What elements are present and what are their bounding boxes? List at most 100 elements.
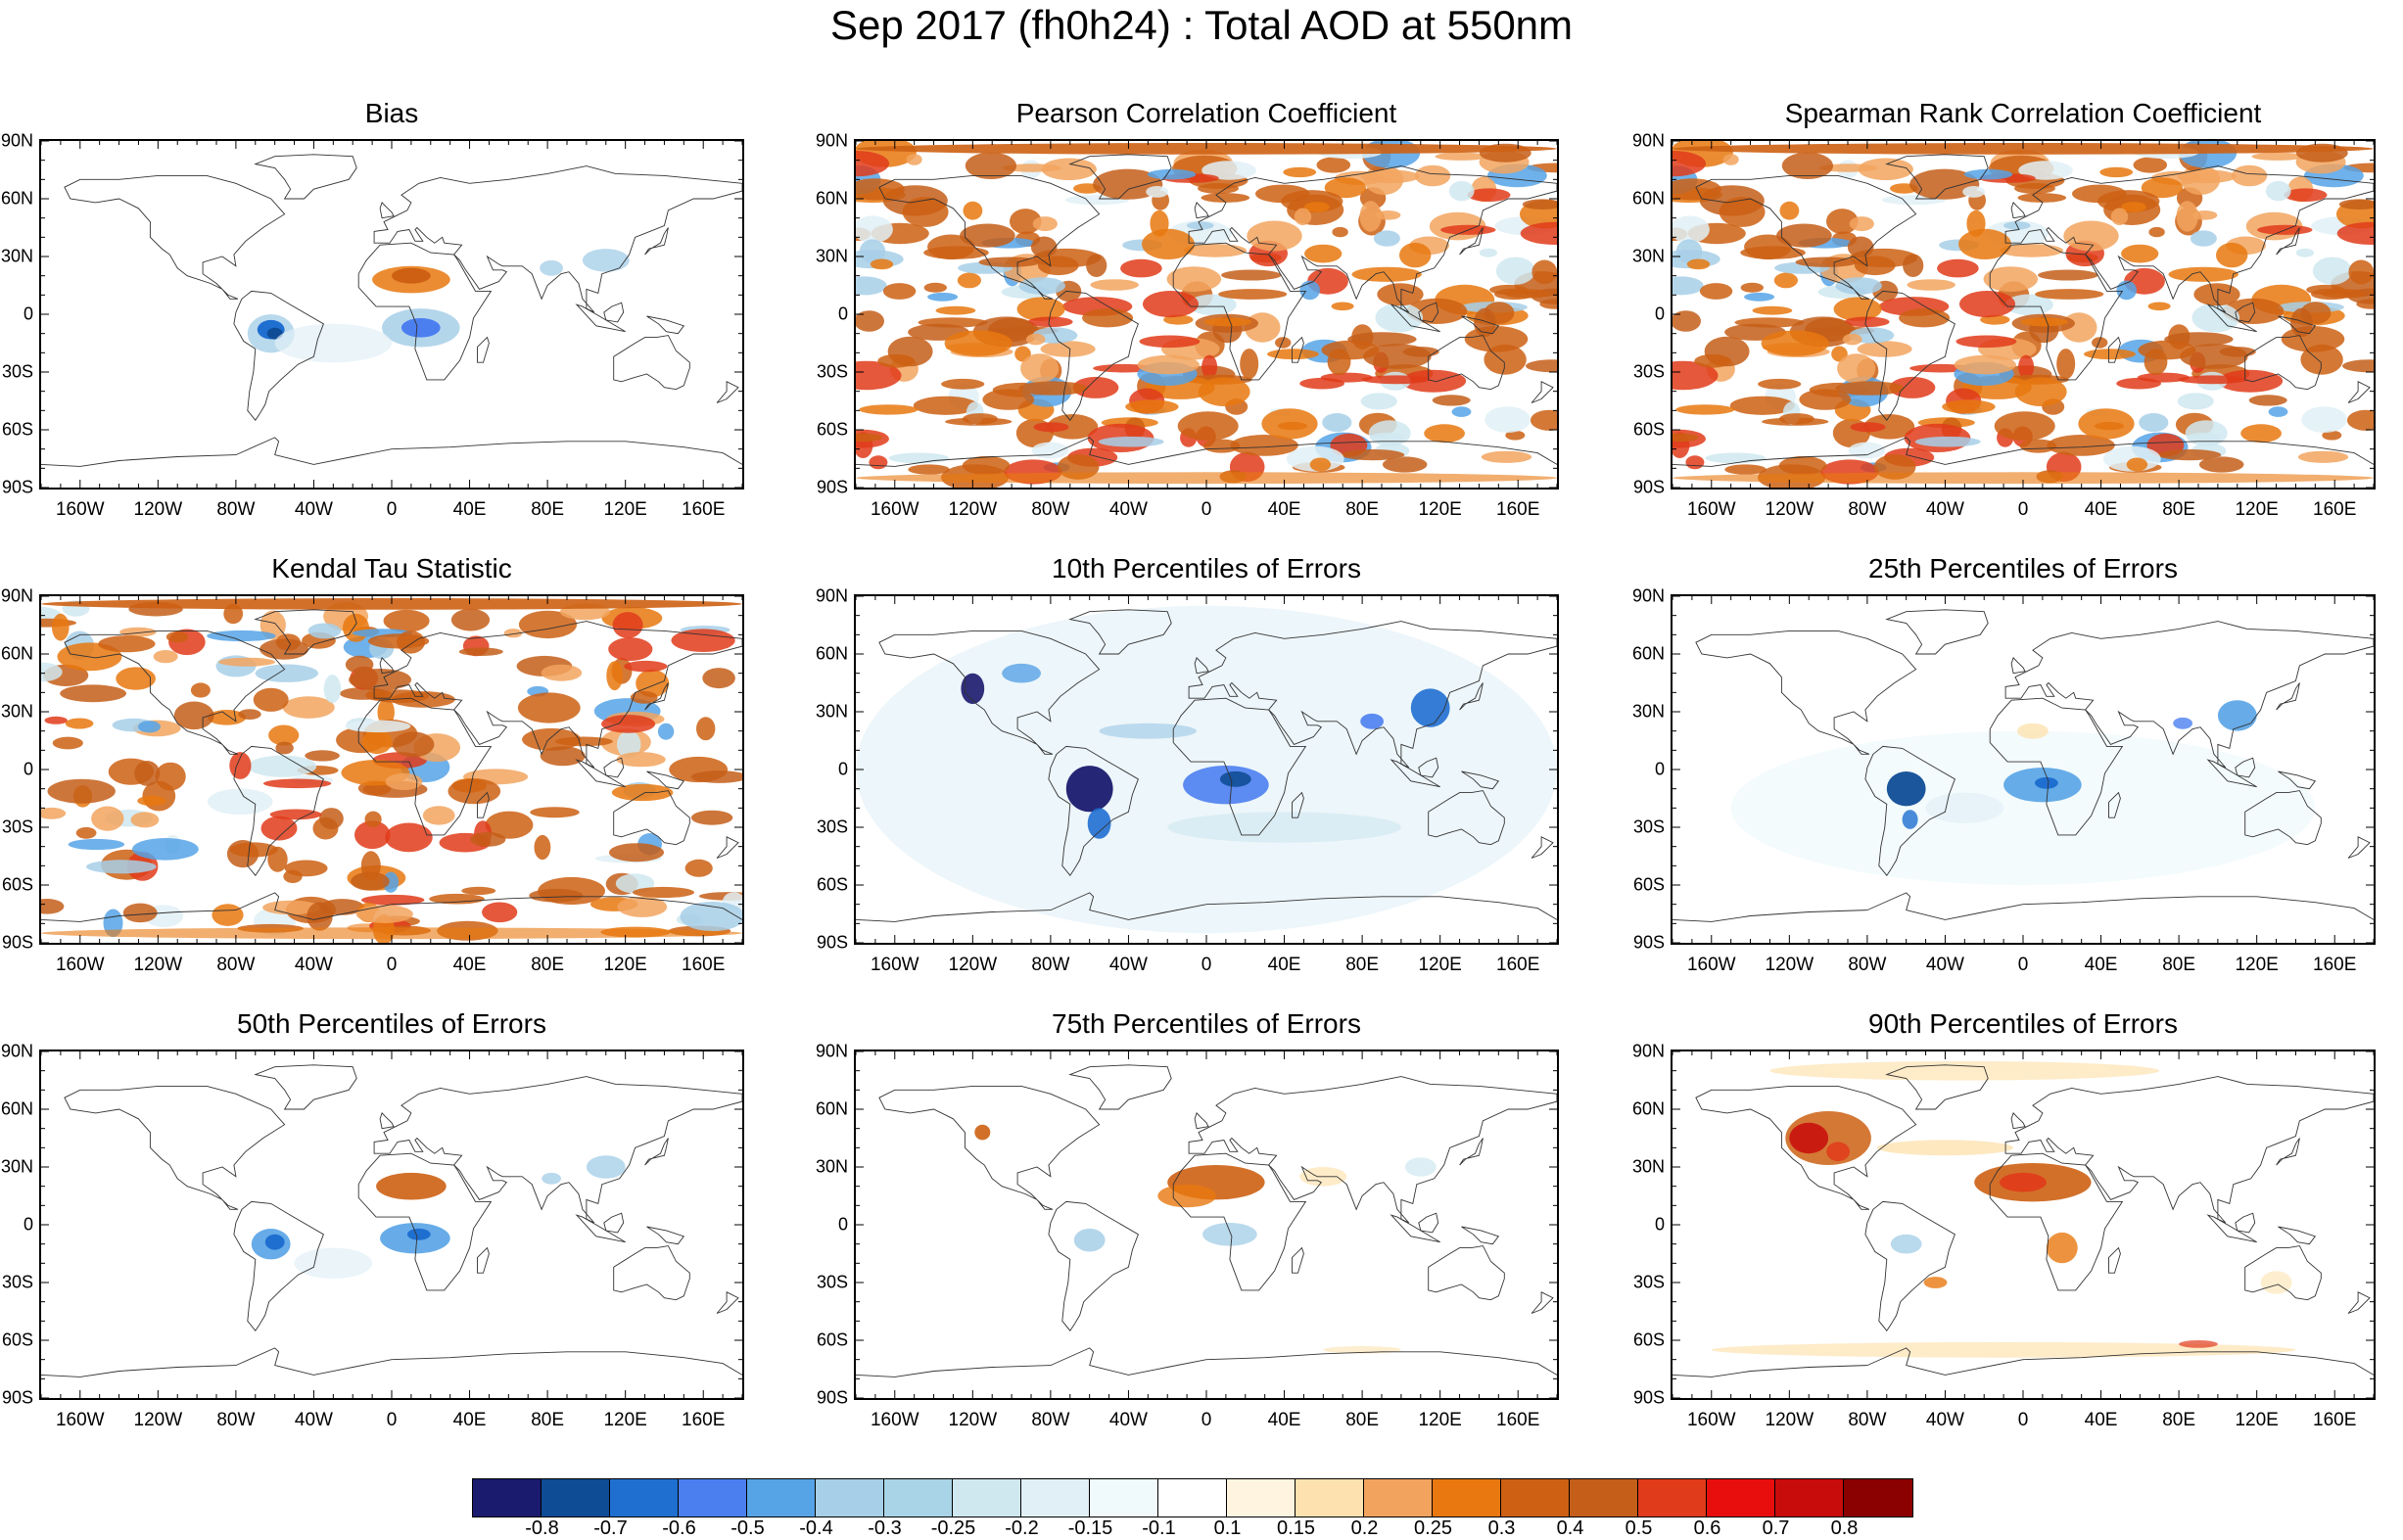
field-patch — [2116, 280, 2137, 301]
field-patch — [1902, 810, 1918, 829]
lon-tick-label: 160E — [2313, 499, 2357, 520]
field-patch — [2311, 288, 2352, 301]
field-patch — [383, 609, 430, 632]
ticks — [1673, 1051, 2374, 1398]
field-patch — [2312, 257, 2352, 285]
lon-tick-label: 0 — [386, 955, 398, 975]
coastline-greenland — [1885, 1064, 1989, 1110]
field-patch — [2295, 248, 2314, 257]
lon-tick-label: 160W — [55, 955, 105, 975]
field-patch — [1673, 215, 1710, 244]
field-patch — [1167, 812, 1401, 843]
lat-tick-label: 0 — [1654, 303, 1665, 324]
lat-tick-label: 30N — [0, 701, 33, 722]
colorbar-label: -0.25 — [930, 1517, 976, 1539]
field-patch — [2137, 372, 2190, 383]
lat-tick-label: 60N — [1631, 643, 1665, 664]
lon-tick-label: 160W — [55, 499, 105, 520]
field-patch — [132, 838, 199, 861]
field-patch — [355, 905, 413, 923]
field-patch — [2110, 208, 2129, 226]
coastline-nz — [716, 381, 739, 403]
field-patch — [1093, 168, 1163, 200]
field-patch — [323, 675, 342, 704]
field-patch — [1219, 770, 1251, 787]
colorbar-swatch — [1433, 1479, 1501, 1517]
coastline-japan — [2276, 227, 2300, 256]
colorbar-swatch — [610, 1479, 679, 1517]
field-patch — [1147, 168, 1197, 180]
lon-tick-label: 120E — [603, 1410, 647, 1430]
coastline-indonesia — [575, 303, 626, 333]
lon-tick-label: 80E — [531, 1410, 565, 1430]
field-patch — [2014, 377, 2067, 406]
field-patch — [1202, 1223, 1257, 1246]
field-patch — [1937, 258, 1979, 278]
field-patch — [351, 871, 390, 891]
coastline-madagascar — [477, 791, 490, 818]
map-svg — [1673, 1051, 2374, 1398]
field-patch — [612, 612, 643, 638]
field-patch — [1773, 272, 1798, 289]
coastline-uk — [379, 202, 395, 219]
coastline-madagascar — [1292, 1246, 1304, 1274]
lon-tick-label: 160E — [2313, 1410, 2357, 1430]
colorbar-swatch — [1158, 1479, 1227, 1517]
coastline-na — [64, 630, 286, 755]
coastline-antarctica — [856, 1347, 1557, 1377]
ticks — [856, 141, 1557, 488]
field-patch — [343, 613, 369, 642]
coastline-australia — [613, 1245, 690, 1301]
field-patch — [282, 696, 335, 719]
lat-tick-label: 60S — [816, 1330, 848, 1350]
coastline-africa — [357, 242, 493, 381]
coastline-na — [878, 630, 1101, 755]
coastlines — [856, 609, 1557, 922]
lon-tick-label: 160W — [1686, 955, 1736, 975]
field-patch — [1495, 257, 1535, 285]
colorbar-swatch — [1090, 1479, 1158, 1517]
coastline-eurasia — [373, 621, 742, 769]
lat-tick-label: 90N — [1631, 130, 1665, 151]
field-patch — [1309, 457, 1332, 472]
lat-tick-label: 90N — [815, 130, 848, 151]
field-patch — [1221, 269, 1282, 281]
field-patch — [376, 1172, 447, 1200]
lat-tick-label: 90N — [1631, 1041, 1665, 1061]
coastline-nz — [1531, 1291, 1554, 1314]
coastline-borneo — [2235, 302, 2256, 323]
field-patch — [2191, 210, 2218, 220]
field-patch — [448, 778, 501, 805]
field-patch — [1826, 209, 1859, 235]
data-field — [251, 1155, 626, 1279]
lon-tick-label: 120W — [1765, 499, 1814, 520]
lon-tick-label: 40E — [1267, 1410, 1301, 1430]
field-patch — [1002, 663, 1041, 683]
field-patch — [1675, 404, 1735, 415]
coastline-indonesia — [1390, 1214, 1440, 1243]
lat-tick-label: 30S — [1, 361, 33, 382]
colorbar — [472, 1478, 1913, 1517]
field-patch — [1027, 316, 1073, 328]
colorbar-label: 0.25 — [1414, 1517, 1452, 1539]
field-patch — [2336, 221, 2374, 245]
panel-title: Pearson Correlation Coefficient — [1015, 98, 1397, 128]
coastline-na — [878, 1085, 1101, 1210]
field-patch — [1724, 464, 1767, 475]
lat-tick-label: 30S — [816, 361, 848, 382]
field-patch — [923, 282, 947, 293]
lon-tick-label: 80E — [2162, 955, 2196, 975]
field-patch — [274, 323, 392, 363]
coastline-borneo — [2235, 757, 2256, 778]
field-patch — [1729, 396, 1795, 415]
map-area — [1671, 1050, 2376, 1400]
field-patch — [361, 729, 393, 755]
field-patch — [923, 246, 989, 259]
field-patch — [2177, 393, 2214, 410]
coastline-borneo — [1418, 757, 1439, 778]
field-patch — [1082, 308, 1134, 328]
coastline-borneo — [603, 757, 625, 778]
lon-tick-label: 40E — [1267, 499, 1301, 520]
field-patch — [1375, 210, 1401, 220]
field-patch — [2177, 169, 2237, 184]
